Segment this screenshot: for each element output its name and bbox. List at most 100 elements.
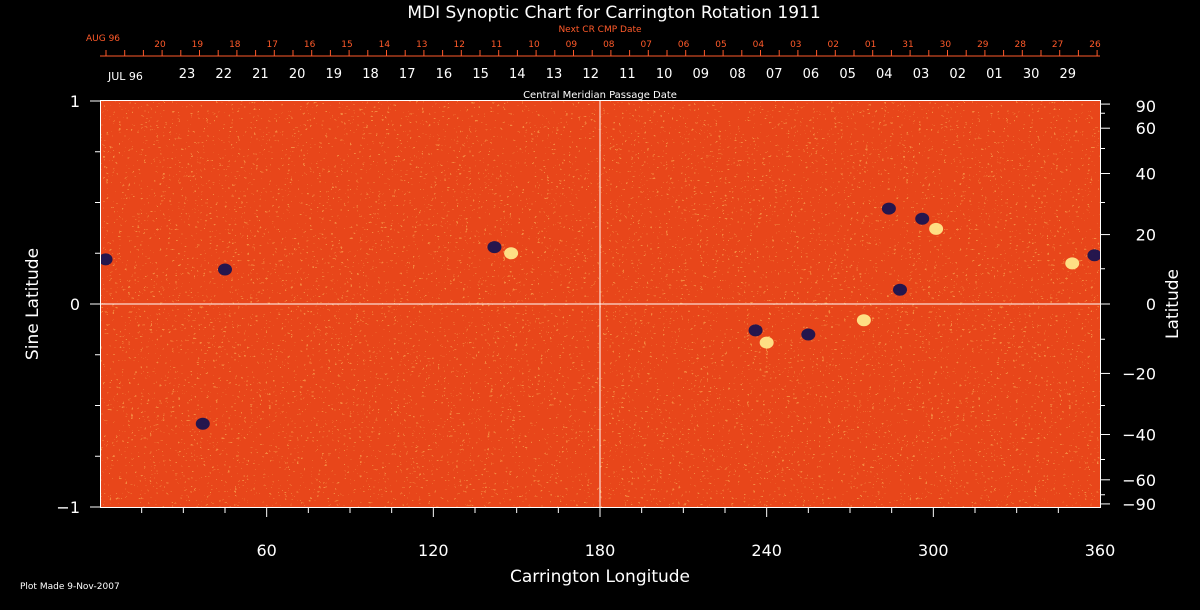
next-cr-month-label: AUG 96 — [86, 34, 120, 44]
y-right-tick-label: −40 — [1122, 425, 1156, 444]
cmp-date-label: 17 — [399, 67, 416, 82]
sine-latitude-axis: 1 0 −1 — [56, 92, 100, 517]
cmp-date-label: 06 — [803, 67, 820, 82]
cmp-date-label: 11 — [619, 67, 636, 82]
next-cr-date-label: 18 — [229, 40, 241, 50]
cmp-date-label: 16 — [436, 67, 453, 82]
next-cr-date-label: 31 — [902, 40, 913, 50]
next-cr-date-label: 02 — [827, 40, 838, 50]
next-cr-date-label: 15 — [341, 40, 352, 50]
x-tick-label: 300 — [918, 541, 949, 560]
active-region-negative — [101, 253, 113, 266]
next-cr-date-label: 17 — [266, 40, 277, 50]
cmp-axis-title: Central Meridian Passage Date — [523, 90, 677, 101]
next-cr-date-label: 07 — [640, 40, 651, 50]
cmp-date-label: 09 — [693, 67, 710, 82]
next-cr-date-label: 13 — [416, 40, 427, 50]
next-cr-date-label: 01 — [865, 40, 876, 50]
cmp-date-label: 21 — [252, 67, 269, 82]
next-cr-date-label: 14 — [379, 40, 391, 50]
cmp-date-label: 12 — [582, 67, 599, 82]
cmp-date-label: 19 — [326, 67, 343, 82]
next-cr-date-label: 12 — [453, 40, 464, 50]
y-left-tick-label: 0 — [70, 295, 80, 314]
cmp-date-label: 23 — [179, 67, 196, 82]
cmp-date-label: 04 — [876, 67, 893, 82]
y-right-tick-label: −20 — [1122, 364, 1156, 383]
next-cr-date-label: 10 — [528, 40, 540, 50]
active-region-negative — [893, 283, 907, 296]
active-region-negative — [748, 324, 763, 337]
y-right-tick-label: 90 — [1136, 97, 1156, 116]
next-cr-date-label: 28 — [1014, 40, 1026, 50]
cmp-date-label: 10 — [656, 67, 673, 82]
next-cr-axis-title: Next CR CMP Date — [558, 25, 642, 35]
x-tick-label: 120 — [418, 541, 449, 560]
x-tick-label: 180 — [585, 541, 616, 560]
active-region-negative — [1087, 249, 1100, 262]
cmp-date-label: 08 — [729, 67, 746, 82]
cmp-date-label: 18 — [362, 67, 379, 82]
active-region-negative — [915, 212, 930, 225]
active-region-positive — [504, 247, 519, 260]
cmp-date-label: 07 — [766, 67, 783, 82]
x-tick-label: 60 — [256, 541, 276, 560]
cmp-date-label: 20 — [289, 67, 306, 82]
y-right-tick-label: 60 — [1136, 119, 1156, 138]
cmp-date-label: 13 — [546, 67, 563, 82]
next-cr-date-label: 09 — [566, 40, 578, 50]
active-region-positive — [1065, 257, 1080, 270]
chart-title: MDI Synoptic Chart for Carrington Rotati… — [407, 3, 820, 23]
cmp-axis: 23 22 21 20 19 18 17 16 15 14 13 12 11 10 09 08 07 06 05 04… — [179, 67, 1076, 82]
y-axis-label-right: Latitude — [1163, 269, 1183, 339]
next-cr-date-label: 03 — [790, 40, 801, 50]
next-cr-date-label: 06 — [678, 40, 690, 50]
active-region-positive — [856, 314, 871, 327]
active-region-negative — [801, 328, 816, 341]
active-region-positive — [759, 336, 774, 349]
next-cr-date-label: 11 — [491, 40, 502, 50]
x-tick-label: 240 — [751, 541, 782, 560]
y-right-tick-label: 0 — [1146, 295, 1156, 314]
next-cr-date-label: 16 — [304, 40, 316, 50]
cmp-date-label: 03 — [913, 67, 930, 82]
plot-made-note: Plot Made 9-Nov-2007 — [20, 582, 120, 592]
cmp-date-label: 14 — [509, 67, 526, 82]
next-cr-date-label: 26 — [1089, 40, 1101, 50]
y-right-tick-label: 20 — [1136, 226, 1156, 245]
next-cr-date-label: 20 — [154, 40, 166, 50]
y-right-tick-label: 40 — [1136, 165, 1156, 184]
latitude-axis: 90 60 40 20 0 −20 −40 −60 −90 — [1100, 97, 1156, 514]
next-cr-date-label: 05 — [715, 40, 726, 50]
active-regions — [101, 202, 1100, 430]
x-tick-label: 360 — [1085, 541, 1116, 560]
next-cr-date-label: 27 — [1052, 40, 1063, 50]
cmp-date-label: 15 — [472, 67, 489, 82]
cmp-date-label: 30 — [1023, 67, 1040, 82]
active-region-negative — [195, 417, 210, 430]
cmp-month-label: JUL 96 — [107, 70, 143, 83]
cmp-date-label: 05 — [839, 67, 856, 82]
x-axis-label: Carrington Longitude — [510, 567, 690, 587]
longitude-axis: 60 120 180 240 300 360 — [141, 507, 1116, 560]
active-region-negative — [218, 263, 232, 276]
cmp-date-label: 02 — [949, 67, 966, 82]
y-axis-label-left: Sine Latitude — [23, 248, 43, 360]
active-region-positive — [929, 222, 944, 235]
next-cr-date-label: 30 — [940, 40, 952, 50]
cmp-date-label: 29 — [1060, 67, 1077, 82]
next-cr-date-label: 08 — [603, 40, 615, 50]
y-left-tick-label: 1 — [70, 92, 80, 111]
y-right-tick-label: −90 — [1122, 495, 1156, 514]
cmp-date-label: 22 — [215, 67, 232, 82]
cmp-date-label: 01 — [986, 67, 1003, 82]
next-cr-date-label: 04 — [753, 40, 765, 50]
next-cr-axis: 20 19 18 17 16 15 14 13 12 11 10 09 08 07 06 05 04 03 02 01… — [100, 40, 1101, 57]
next-cr-date-label: 19 — [192, 40, 204, 50]
active-region-negative — [881, 202, 896, 215]
y-right-tick-label: −60 — [1122, 471, 1156, 490]
next-cr-date-label: 29 — [977, 40, 989, 50]
active-region-negative — [487, 241, 502, 254]
y-left-tick-label: −1 — [56, 498, 80, 517]
